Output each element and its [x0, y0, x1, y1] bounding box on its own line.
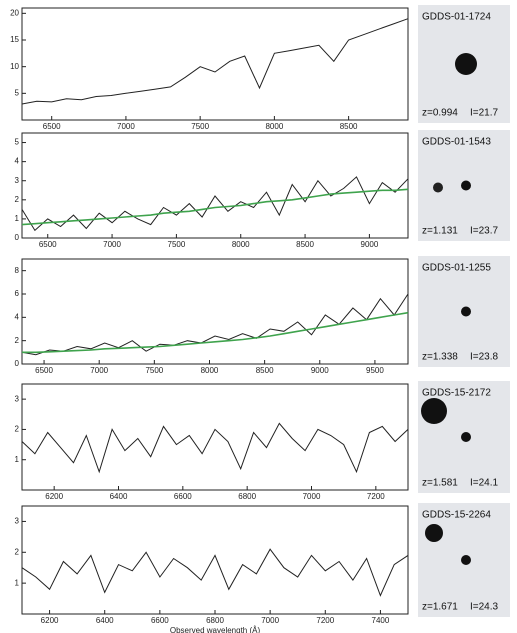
- x-tick-label: 8500: [296, 240, 314, 249]
- redshift: z=1.581: [422, 478, 458, 489]
- galaxy: [425, 524, 443, 542]
- y-tick-label: 8: [15, 266, 20, 275]
- x-tick-label: 7200: [367, 492, 385, 501]
- x-tick-label: 6200: [41, 616, 59, 625]
- x-axis-label: Observed wavelength (Å): [170, 626, 261, 633]
- y-tick-label: 4: [15, 312, 20, 321]
- x-tick-label: 6500: [35, 366, 53, 375]
- galaxy: [421, 398, 447, 424]
- y-tick-label: 3: [15, 517, 20, 526]
- x-tick-label: 8500: [256, 366, 274, 375]
- galaxy: [461, 306, 471, 317]
- y-tick-label: 1: [15, 578, 20, 587]
- plot-frame: [21, 505, 409, 615]
- x-tick-label: 7000: [90, 366, 108, 375]
- redshift: z=1.131: [422, 226, 458, 237]
- magnitude: I=24.1: [470, 478, 499, 489]
- x-tick-label: 8000: [201, 366, 219, 375]
- redshift: z=1.338: [422, 352, 458, 363]
- spectrum-line: [21, 18, 409, 105]
- spectrum-line: [21, 548, 409, 597]
- y-tick-label: 6: [15, 289, 20, 298]
- spectrum-line: [21, 176, 409, 232]
- y-tick-label: 5: [15, 138, 20, 147]
- x-tick-label: 6400: [110, 492, 128, 501]
- x-tick-label: 7000: [303, 492, 321, 501]
- x-tick-label: 7500: [191, 122, 209, 131]
- y-tick-label: 15: [10, 35, 19, 44]
- x-tick-label: 7400: [372, 616, 390, 625]
- y-tick-label: 4: [15, 157, 20, 166]
- x-tick-label: 9000: [311, 366, 329, 375]
- x-tick-label: 6800: [238, 492, 256, 501]
- x-tick-label: 8000: [265, 122, 283, 131]
- galaxy: [461, 555, 471, 565]
- object-id: GDDS-15-2264: [422, 510, 491, 521]
- y-tick-label: 2: [15, 425, 20, 434]
- x-tick-label: 6500: [39, 240, 57, 249]
- galaxy: [455, 53, 477, 75]
- x-tick-label: 7500: [145, 366, 163, 375]
- x-tick-label: 6400: [96, 616, 114, 625]
- object-id: GDDS-15-2172: [422, 388, 491, 399]
- galaxy: [461, 180, 471, 191]
- x-tick-label: 6600: [174, 492, 192, 501]
- plot-frame: [21, 7, 409, 121]
- galaxy: [433, 182, 443, 193]
- y-tick-label: 1: [15, 455, 20, 464]
- x-tick-label: 7500: [168, 240, 186, 249]
- x-tick-label: 7000: [117, 122, 135, 131]
- y-tick-label: 2: [15, 336, 20, 345]
- y-tick-label: 3: [15, 394, 20, 403]
- spectrum-line: [22, 311, 409, 354]
- y-tick-label: 2: [15, 547, 20, 556]
- x-tick-label: 6200: [45, 492, 63, 501]
- x-tick-label: 6800: [206, 616, 224, 625]
- magnitude: I=21.7: [470, 108, 499, 119]
- object-id: GDDS-01-1543: [422, 137, 491, 148]
- plot-frame: [21, 383, 409, 491]
- x-tick-label: 7000: [103, 240, 121, 249]
- object-id: GDDS-01-1255: [422, 263, 491, 274]
- y-tick-label: 10: [10, 62, 19, 71]
- magnitude: I=24.3: [470, 602, 499, 613]
- redshift: z=0.994: [422, 108, 458, 119]
- y-tick-label: 0: [15, 359, 20, 368]
- x-tick-label: 6500: [43, 122, 61, 131]
- magnitude: I=23.7: [470, 226, 499, 237]
- y-tick-label: 1: [15, 214, 20, 223]
- y-tick-label: 20: [10, 8, 19, 17]
- object-id: GDDS-01-1724: [422, 12, 491, 23]
- magnitude: I=23.8: [470, 352, 499, 363]
- y-tick-label: 3: [15, 176, 20, 185]
- x-tick-label: 8500: [340, 122, 358, 131]
- y-tick-label: 0: [15, 233, 20, 242]
- redshift: z=1.671: [422, 602, 458, 613]
- spectrum-line: [21, 293, 409, 356]
- galaxy: [461, 432, 471, 442]
- spectrum-line: [21, 188, 409, 226]
- y-tick-label: 5: [15, 88, 20, 97]
- plot-frame: [21, 258, 409, 365]
- x-tick-label: 6600: [151, 616, 169, 625]
- x-tick-label: 9500: [366, 366, 384, 375]
- y-tick-label: 2: [15, 195, 20, 204]
- x-tick-label: 7000: [261, 616, 279, 625]
- spectrum-line: [21, 422, 409, 474]
- x-tick-label: 9000: [361, 240, 379, 249]
- x-tick-label: 7200: [316, 616, 334, 625]
- x-tick-label: 8000: [232, 240, 250, 249]
